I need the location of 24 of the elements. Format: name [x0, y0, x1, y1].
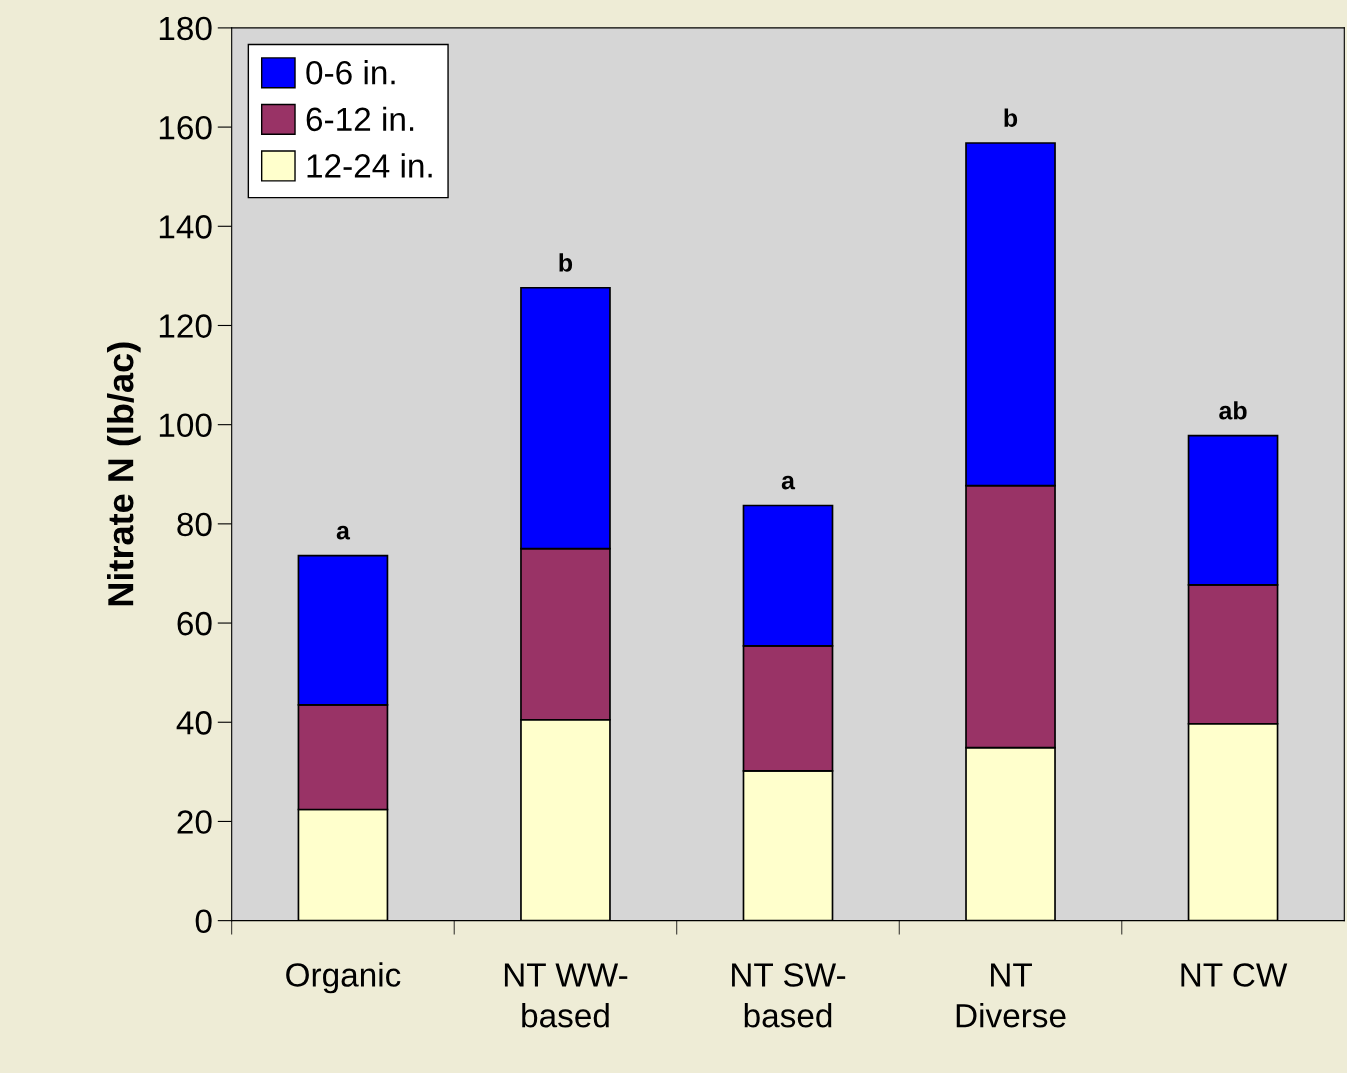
y-tick-label: 80	[177, 512, 212, 537]
x-tick-label: Organic	[286, 962, 401, 994]
y-tick-label: 160	[159, 115, 212, 140]
y-tick-label: 20	[177, 810, 212, 834]
y-tick-label: 60	[177, 611, 212, 636]
annotation: a	[781, 475, 796, 490]
annotation: b	[1004, 108, 1018, 127]
y-tick-label: 0	[195, 909, 212, 934]
y-tick-label: 100	[159, 413, 212, 438]
legend-label: 0-6 in.	[306, 60, 395, 85]
y-tick-label: 140	[159, 215, 212, 239]
y-axis-title: Nitrate N (lb/ac)	[107, 342, 141, 606]
x-tick-label: NT Diverse	[956, 963, 1066, 1028]
x-tick-label: NT SW- based	[732, 963, 846, 1028]
y-tick-label: 120	[159, 314, 212, 338]
annotation: a	[336, 525, 351, 540]
annotation: ab	[1219, 401, 1247, 420]
y-tick-label: 180	[159, 16, 212, 41]
y-tick-label: 40	[176, 711, 212, 735]
x-tick-label: NT WW- based	[504, 963, 628, 1028]
legend-label: 12-24 in.	[307, 153, 432, 178]
legend-label: 6-12 in.	[306, 106, 414, 132]
annotation: b	[559, 253, 573, 272]
x-tick-label: NT CW	[1181, 963, 1288, 987]
